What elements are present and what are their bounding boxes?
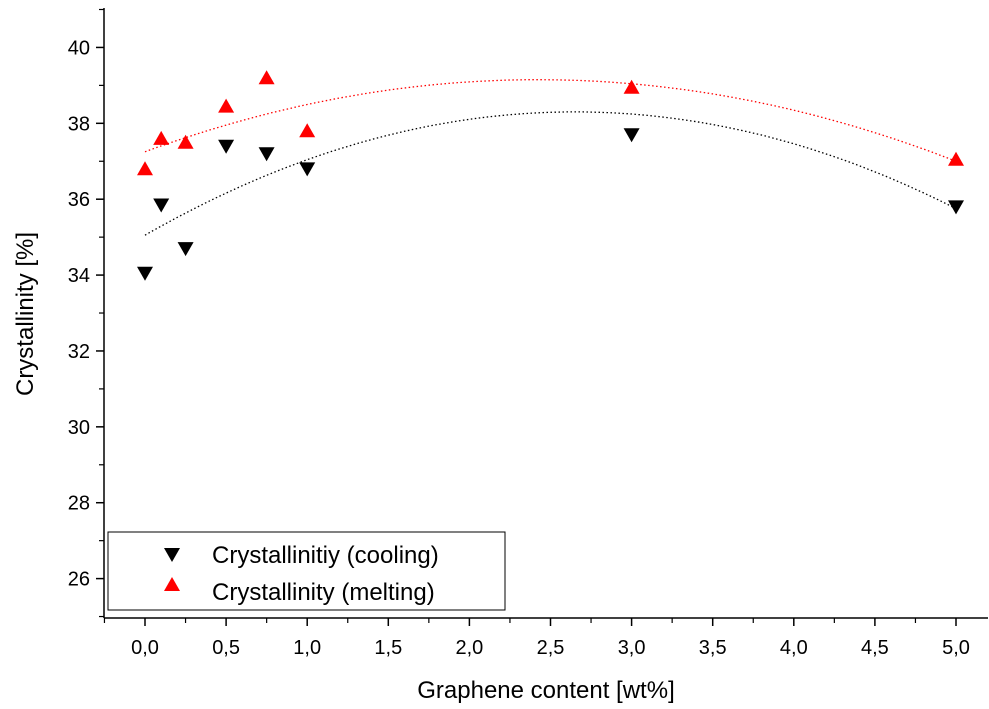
- y-axis-title: Crystallinity [%]: [12, 232, 39, 396]
- trend-line-1: [144, 79, 957, 162]
- x-tick-label-1: 0,5: [212, 637, 240, 659]
- y-tick-label-3: 32: [68, 341, 90, 363]
- y-tick-label-2: 30: [68, 417, 90, 439]
- y-tick-label-6: 38: [68, 113, 90, 135]
- trend-lines: [144, 79, 957, 236]
- legend-label-melting: Crystallinity (melting): [212, 579, 435, 606]
- marker-series0-point-6: [623, 128, 640, 143]
- legend-label-cooling: Crystallinitiy (cooling): [212, 542, 439, 569]
- y-tick-label-1: 28: [68, 493, 90, 515]
- marker-series1-point-7: [948, 151, 964, 166]
- y-ticks: 26 28 30 32 34 36 38 40: [68, 8, 104, 618]
- x-tick-label-7: 3,5: [699, 637, 727, 659]
- data-markers: [137, 70, 964, 281]
- x-tick-label-2: 1,0: [293, 637, 321, 659]
- marker-series0-point-5: [299, 162, 316, 177]
- marker-series1-point-6: [623, 79, 640, 94]
- marker-series0-point-7: [948, 200, 964, 215]
- marker-series1-point-5: [299, 123, 316, 138]
- y-tick-label-7: 40: [68, 37, 90, 59]
- x-axis-title: Graphene content [wt%]: [417, 677, 674, 704]
- marker-series1-point-0: [137, 161, 153, 176]
- legend: Crystallinitiy (cooling) Crystallinity (…: [107, 531, 506, 611]
- x-tick-label-9: 4,5: [861, 637, 889, 659]
- marker-series0-point-0: [137, 266, 153, 281]
- y-tick-label-4: 34: [68, 265, 90, 287]
- legend-marker-melting: [164, 577, 180, 591]
- x-tick-label-6: 3,0: [618, 637, 646, 659]
- marker-series0-point-4: [258, 147, 275, 162]
- x-tick-label-3: 1,5: [374, 637, 402, 659]
- marker-series1-point-2: [177, 134, 194, 149]
- legend-box: [107, 531, 506, 611]
- x-tick-label-0: 0,0: [131, 637, 159, 659]
- y-tick-label-0: 26: [68, 569, 90, 591]
- x-tick-label-5: 2,5: [537, 637, 565, 659]
- marker-series0-point-1: [153, 198, 170, 213]
- marker-series0-point-2: [177, 242, 194, 257]
- x-tick-label-4: 2,0: [455, 637, 483, 659]
- trend-line-0: [144, 111, 957, 236]
- marker-series1-point-1: [153, 130, 170, 145]
- marker-series1-point-3: [218, 98, 235, 113]
- x-tick-label-8: 4,0: [780, 637, 808, 659]
- x-tick-label-10: 5,0: [942, 637, 970, 659]
- x-ticks: 0,0 0,5 1,0 1,5 2,0 2,5 3,0 3,5 4,0 4,5 5,0: [103, 618, 970, 659]
- legend-marker-cooling: [164, 548, 180, 562]
- y-tick-label-5: 36: [68, 189, 90, 211]
- plot-area-frame: [103, 8, 988, 619]
- marker-series1-point-4: [258, 70, 275, 85]
- marker-series0-point-3: [218, 139, 235, 154]
